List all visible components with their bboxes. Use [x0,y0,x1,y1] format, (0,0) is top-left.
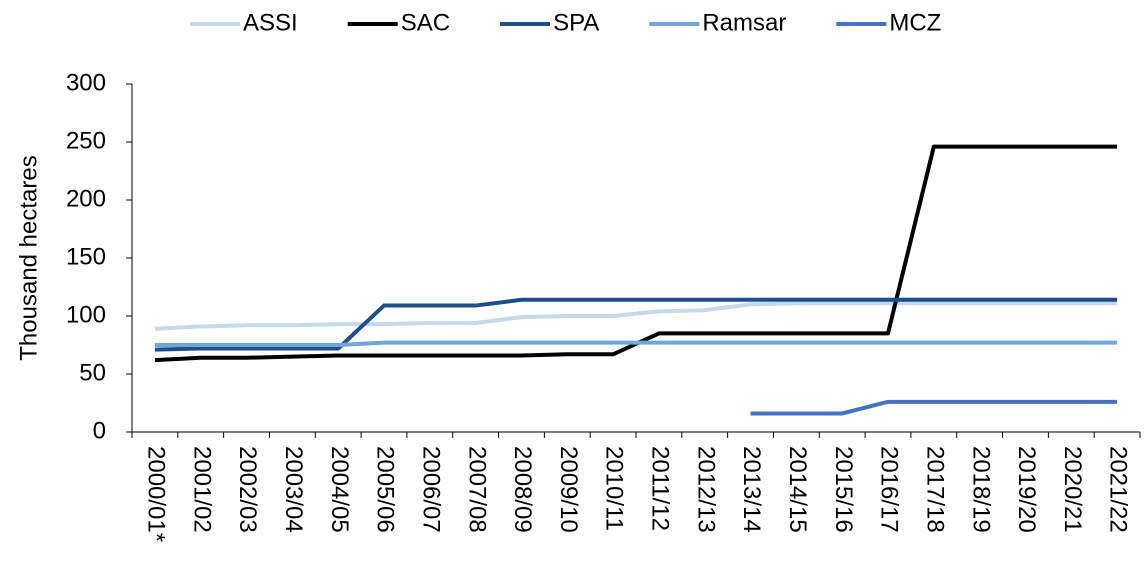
x-tick-label: 2017/18 [921,446,948,533]
x-tick-label: 2006/07 [417,446,444,533]
x-tick-label: 2015/16 [830,446,857,533]
x-tick-label: 2008/09 [509,446,536,533]
x-tick-label: 2014/15 [784,446,811,533]
x-tick-label: 2018/19 [967,446,994,533]
x-tick-label: 2004/05 [326,446,353,533]
x-tick-label: 2000/01* [143,446,170,542]
series-line [154,144,1118,363]
y-tick-label: 100 [66,301,106,328]
x-tick-label: 2012/13 [692,446,719,533]
y-tick-label: 0 [93,417,106,444]
series-line [750,399,1118,416]
y-tick-label: 200 [66,185,106,212]
y-tick-label: 250 [66,127,106,154]
x-tick-label: 2010/11 [601,446,628,531]
x-tick-label: 2020/21 [1059,446,1086,533]
x-tick-label: 2009/10 [555,446,582,533]
series-line [154,297,1118,352]
x-tick-label: 2005/06 [372,446,399,533]
y-tick-label: 150 [66,243,106,270]
y-axis-title: Thousand hectares [15,155,42,360]
x-tick-label: 2019/20 [1013,446,1040,533]
legend-label: MCZ [889,9,941,36]
series-line [154,340,1118,347]
y-tick-label: 50 [79,359,106,386]
x-tick-label: 2021/22 [1105,446,1132,533]
legend-label: Ramsar [702,9,786,36]
series-line [154,301,1118,331]
legend-label: ASSI [243,9,298,36]
x-tick-label: 2002/03 [234,446,261,533]
x-tick-label: 2007/08 [463,446,490,533]
x-tick-label: 2003/04 [280,446,307,533]
x-tick-label: 2016/17 [876,446,903,533]
legend-label: SAC [401,9,450,36]
y-tick-label: 300 [66,69,106,96]
x-tick-label: 2013/14 [738,446,765,533]
x-tick-label: 2001/02 [188,446,215,533]
legend-label: SPA [553,9,599,36]
x-tick-label: 2011/12 [647,446,674,531]
